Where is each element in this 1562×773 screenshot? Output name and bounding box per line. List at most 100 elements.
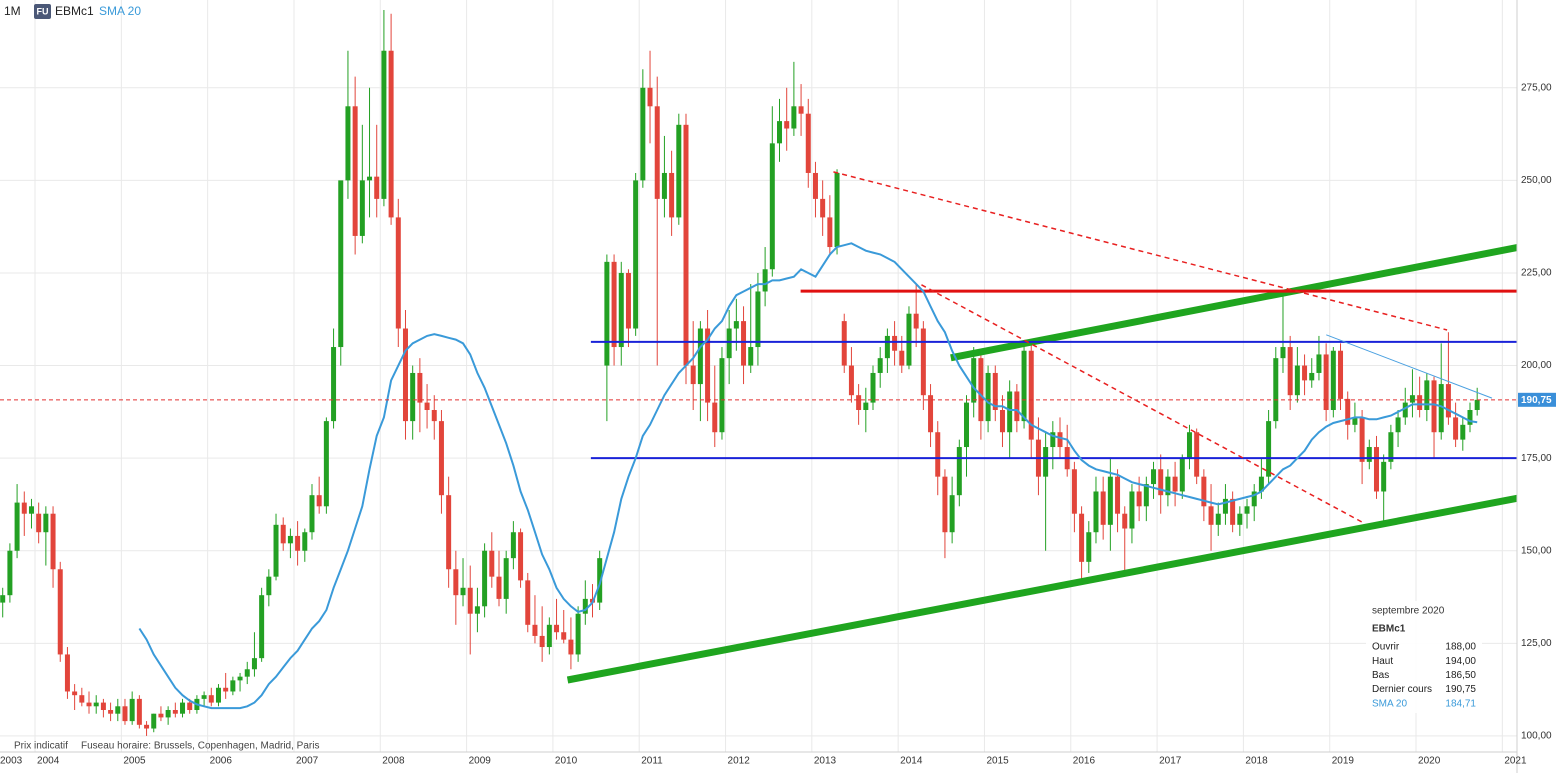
candle-body (1258, 476, 1264, 492)
candle-body (1201, 476, 1207, 507)
candle-body (920, 328, 926, 396)
candle-body (1388, 432, 1394, 462)
candle-body (705, 328, 711, 403)
candle-body (158, 713, 164, 718)
candle-body (539, 635, 545, 648)
info-value: 188,00 (1445, 642, 1476, 653)
candle-body (1330, 350, 1336, 410)
candle-body (1172, 476, 1178, 492)
candle-body (784, 121, 790, 129)
candle-body (992, 372, 998, 410)
candle-body (201, 695, 207, 699)
candle-body (1100, 491, 1106, 525)
sma-line (138, 242, 1478, 710)
x-tick-label: 2006 (210, 756, 233, 767)
plot-area (0, 10, 1517, 736)
candle-body (482, 550, 488, 607)
candle-body (345, 106, 351, 181)
candle-body (942, 476, 948, 533)
candle-body (1309, 372, 1315, 381)
candle-body (568, 639, 574, 655)
candle-body (1014, 391, 1020, 422)
candle-body (0, 595, 6, 603)
candle-body (352, 106, 358, 236)
candle-body (79, 695, 85, 703)
candle-body (1151, 469, 1157, 485)
candle-body (395, 217, 401, 329)
candle-body (223, 687, 229, 692)
candle-body (251, 658, 257, 670)
candle-body (518, 532, 524, 581)
candle-body (302, 532, 308, 551)
candle-body (1373, 447, 1379, 492)
candle-body (884, 335, 890, 359)
candle-body (532, 624, 538, 636)
candle-body (1186, 432, 1192, 459)
candle-body (741, 321, 747, 366)
x-tick-label: 2018 (1245, 756, 1268, 767)
info-title: septembre 2020 (1372, 606, 1445, 617)
x-tick-label: 2007 (296, 756, 319, 767)
y-tick-label: 275,00 (1521, 82, 1552, 93)
info-name: Bas (1372, 670, 1389, 681)
candle-body (877, 358, 883, 373)
candle-body (561, 632, 567, 640)
candle-body (323, 421, 329, 507)
candle-body (690, 365, 696, 385)
candle-body (712, 402, 718, 433)
candle-body (43, 513, 49, 533)
candle-body (1194, 432, 1200, 477)
candle-body (122, 706, 128, 722)
candle-body (640, 87, 646, 181)
x-tick-label: 2020 (1418, 756, 1441, 767)
trendline (950, 243, 1517, 362)
candle-body (1122, 513, 1128, 529)
candle-body (719, 358, 725, 433)
candle-body (431, 410, 437, 422)
candle-body (367, 176, 373, 181)
candle-body (597, 558, 603, 603)
candle-body (144, 724, 150, 729)
candle-body (525, 580, 531, 625)
candle-body (1366, 447, 1372, 462)
candle-body (1079, 513, 1085, 562)
timezone: Fuseau horaire: Brussels, Copenhagen, Ma… (81, 741, 319, 752)
candle-body (604, 261, 610, 366)
candle-body (956, 447, 962, 496)
candle-body (1438, 384, 1444, 433)
candle-body (503, 558, 509, 599)
y-tick-label: 125,00 (1521, 638, 1552, 649)
x-tick-label: 2012 (728, 756, 751, 767)
info-name: Ouvrir (1372, 642, 1400, 653)
x-tick-label: 2013 (814, 756, 837, 767)
candle-body (935, 432, 941, 477)
candle-body (611, 261, 617, 348)
candle-body (1409, 395, 1415, 403)
y-tick-label: 150,00 (1521, 545, 1552, 556)
candle-body (381, 50, 387, 199)
candle-body (28, 506, 34, 514)
badge: FU (37, 6, 49, 16)
candle-body (460, 587, 466, 596)
candle-body (215, 687, 221, 703)
y-tick-label: 225,00 (1521, 268, 1552, 279)
candle-body (812, 172, 818, 199)
candle-body (575, 613, 581, 655)
candle-body (1007, 391, 1013, 433)
candle-body (244, 669, 250, 677)
candle-body (1280, 347, 1286, 359)
candle-body (36, 513, 42, 533)
candle-body (453, 569, 459, 596)
candle-body (1115, 476, 1121, 514)
candle-body (172, 710, 178, 714)
candle-body (1381, 461, 1387, 492)
candle-body (1165, 476, 1171, 496)
candle-body (1057, 432, 1063, 448)
candle-body (683, 124, 689, 366)
candle-body (1417, 395, 1423, 410)
candle-body (1402, 402, 1408, 418)
candle-body (1338, 350, 1344, 399)
candle-body (417, 372, 423, 403)
candle-body (1136, 491, 1142, 507)
